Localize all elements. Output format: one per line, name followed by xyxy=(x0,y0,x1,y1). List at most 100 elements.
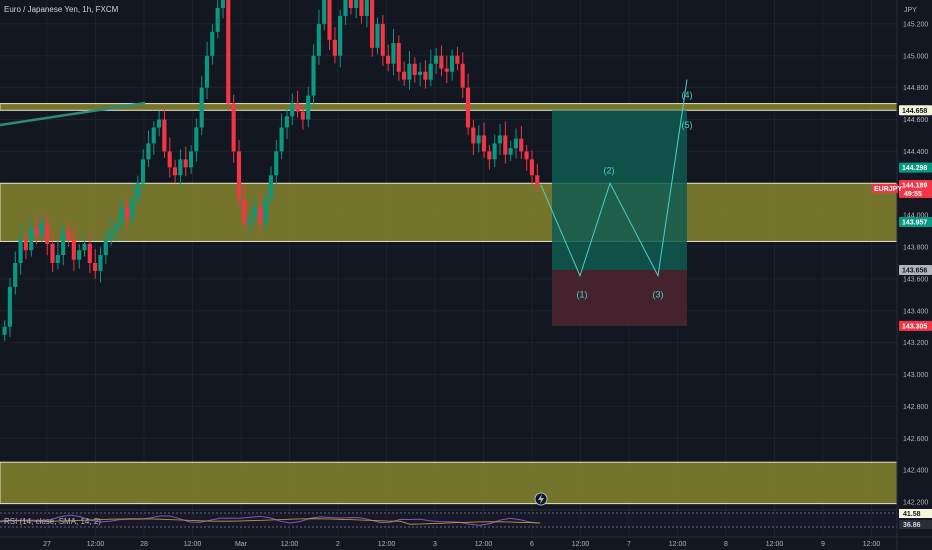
candle-body xyxy=(300,111,305,120)
rsi-band xyxy=(0,512,897,528)
stop-badge: 143.305 xyxy=(899,320,932,331)
candle-body xyxy=(407,63,412,80)
time-tick: 8 xyxy=(724,541,728,548)
candle-body xyxy=(417,71,423,75)
rsi-indicator-label[interactable]: RSI (14, close, SMA, 14, 2) xyxy=(4,517,101,526)
candle-body xyxy=(322,0,327,24)
currency-label: JPY xyxy=(904,7,917,14)
wave-label-3: (3) xyxy=(653,290,664,300)
candle-body xyxy=(77,250,82,260)
time-tick: 9 xyxy=(821,541,825,548)
candle-body xyxy=(396,43,401,72)
price-tick: 142.400 xyxy=(903,468,928,475)
candle-body xyxy=(130,199,135,219)
candle-body xyxy=(327,0,332,40)
candle-body xyxy=(188,151,194,168)
candle-body xyxy=(497,135,503,144)
candle-body xyxy=(93,262,98,271)
wave-label-4: (4) xyxy=(682,90,693,100)
time-tick: Mar xyxy=(235,541,248,548)
candle-body xyxy=(439,55,444,69)
time-tick: 12:00 xyxy=(378,541,396,548)
candle-body xyxy=(242,199,247,224)
candle-body xyxy=(460,63,465,88)
candle-body xyxy=(487,151,492,160)
candle-body xyxy=(151,127,156,144)
time-tick: 7 xyxy=(627,541,631,548)
time-tick: 12:00 xyxy=(475,541,493,548)
candle-body xyxy=(524,151,529,160)
candle-body xyxy=(338,15,343,56)
trendline xyxy=(0,101,146,127)
candle-body xyxy=(114,223,119,232)
target-badge-text: 144.298 xyxy=(902,165,927,172)
price-tick: 142.600 xyxy=(903,436,928,443)
candle-body xyxy=(274,151,279,176)
candle-body xyxy=(220,0,226,8)
candle-body xyxy=(444,68,449,72)
time-tick: 12:00 xyxy=(766,541,784,548)
time-tick: 6 xyxy=(530,541,534,548)
rsi-badge-b xyxy=(899,520,932,529)
time-tick: 12:00 xyxy=(281,541,299,548)
rsi-badge-a xyxy=(899,509,932,518)
wave-label-2: (2) xyxy=(604,165,615,175)
candle-body xyxy=(61,231,66,255)
candle-body xyxy=(55,255,60,263)
candle-body xyxy=(135,183,140,200)
candle-body xyxy=(215,7,220,32)
time-tick: 27 xyxy=(43,541,51,548)
price-tick: 142.800 xyxy=(903,404,928,411)
price-tick: 144.800 xyxy=(903,85,928,92)
candle-body xyxy=(87,243,92,263)
rsi-sma-line xyxy=(0,518,541,525)
loss-zone xyxy=(552,269,687,326)
candle-body xyxy=(119,207,124,224)
price-tick: 144.400 xyxy=(903,149,928,156)
candle-body xyxy=(194,127,199,152)
elliott-wave-path xyxy=(540,79,688,278)
candle-body xyxy=(109,231,114,240)
candle-body xyxy=(66,231,71,240)
candle-body xyxy=(279,127,284,152)
candle-body xyxy=(29,227,34,251)
price-tick: 143.400 xyxy=(903,308,928,315)
candle-body xyxy=(465,87,471,128)
candle-body xyxy=(258,207,263,224)
time-tick: 12:00 xyxy=(184,541,202,548)
candle-body xyxy=(375,23,380,48)
time-tick: 2 xyxy=(336,541,340,548)
candle-body xyxy=(210,31,215,56)
entry-badge-text: 143.656 xyxy=(902,267,927,274)
candle-body xyxy=(476,135,481,144)
time-tick: 3 xyxy=(433,541,437,548)
candle-body xyxy=(519,138,524,152)
candle-body xyxy=(433,55,439,64)
candle-body xyxy=(508,148,513,155)
time-tick: 12:00 xyxy=(87,541,105,548)
last-price-badge-countdown: 49:55 xyxy=(904,191,922,198)
candle-body xyxy=(23,239,28,251)
target-badge: 144.298 xyxy=(899,162,932,173)
candle-body xyxy=(455,55,460,64)
time-tick: 12:00 xyxy=(669,541,687,548)
candle-body xyxy=(172,167,178,176)
candle-body xyxy=(348,0,353,8)
price-axis xyxy=(897,0,932,550)
bolt-glyph-icon xyxy=(538,494,544,504)
entry-badge: 143.656 xyxy=(899,264,932,275)
candle-body xyxy=(503,135,508,155)
candle-body xyxy=(535,175,540,185)
candle-body xyxy=(252,207,257,219)
symbol-tag xyxy=(872,184,898,194)
candle-body xyxy=(199,87,204,128)
time-tick: 12:00 xyxy=(863,541,881,548)
candle-body xyxy=(343,0,348,16)
candle-body xyxy=(471,127,476,144)
candle-body xyxy=(98,255,103,271)
candle-body xyxy=(231,103,236,152)
candle-body xyxy=(412,63,417,75)
wave-label-1: (1) xyxy=(577,290,588,300)
price-tick: 142.200 xyxy=(903,500,928,507)
